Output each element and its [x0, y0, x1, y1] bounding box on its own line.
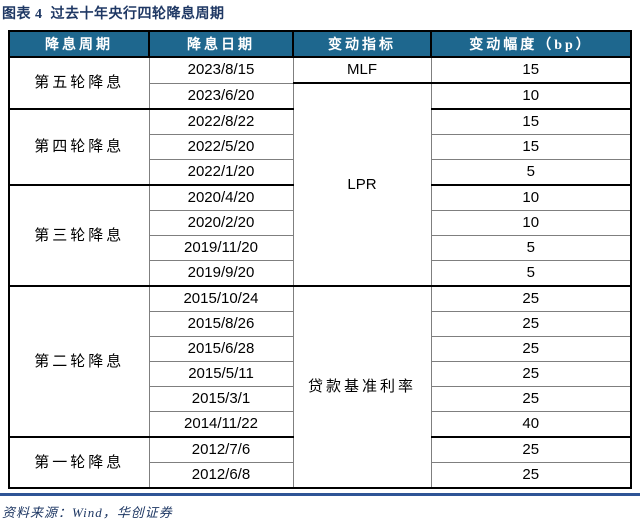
col-header-magnitude: 变动幅度（bp）: [430, 30, 632, 58]
date-cell: 2020/2/20: [148, 210, 294, 236]
date-cell: 2019/9/20: [148, 260, 294, 287]
date-cell: 2022/5/20: [148, 134, 294, 160]
cycle-cell: 第五轮降息: [8, 57, 150, 110]
section-divider: [0, 493, 640, 496]
bp-cell: 15: [430, 134, 632, 160]
table-row: 第二轮降息 2015/10/24 贷款基准利率 25: [8, 286, 632, 489]
date-cell: 2022/1/20: [148, 159, 294, 186]
table-row: 2015/6/28 25: [9, 336, 632, 362]
table-row: 2019/9/20 5: [9, 260, 632, 287]
table-row: 第三轮降息 2020/4/20 10: [8, 185, 632, 287]
bp-cell: 5: [430, 159, 632, 186]
table-row: 2019/11/20 5: [9, 235, 632, 261]
table-row: 2014/11/22 40: [9, 411, 632, 438]
cycle-cell: 第四轮降息: [8, 109, 150, 186]
bp-cell: 25: [430, 286, 632, 312]
date-cell: 2023/6/20: [148, 83, 294, 110]
col-header-date: 降息日期: [148, 30, 294, 58]
table-row: 2020/2/20 10: [9, 210, 632, 236]
date-cell: 2019/11/20: [148, 235, 294, 261]
bp-cell: 10: [430, 185, 632, 211]
indicator-cell: 贷款基准利率: [292, 286, 432, 489]
cycle-cell: 第二轮降息: [8, 286, 150, 438]
header-row: 降息周期 降息日期 变动指标 变动幅度（bp）: [8, 30, 632, 58]
table-row: 2023/6/20 LPR 10: [9, 83, 632, 287]
col-header-indicator: 变动指标: [292, 30, 432, 58]
cycle-cell: 第三轮降息: [8, 185, 150, 287]
table-row: 2022/1/20 5: [9, 159, 632, 186]
bp-cell: 5: [430, 235, 632, 261]
date-cell: 2015/3/1: [148, 386, 294, 412]
table-row: 第五轮降息 2023/8/15 MLF 15: [8, 57, 632, 110]
table-row: 2022/5/20 15: [9, 134, 632, 160]
table-row: 2015/8/26 25: [9, 311, 632, 337]
table-row: 2015/5/11 25: [9, 361, 632, 387]
bp-cell: 25: [430, 336, 632, 362]
indicator-cell: MLF: [292, 57, 432, 84]
bp-cell: 15: [430, 57, 632, 84]
bp-cell: 5: [430, 260, 632, 287]
bp-cell: 25: [430, 386, 632, 412]
table-row: 第一轮降息 2012/7/6 25: [8, 437, 632, 489]
table-body: 第五轮降息 2023/8/15 MLF 15 2023/6/20 LPR 10 第四轮降息 20…: [8, 57, 632, 489]
date-cell: 2015/6/28: [148, 336, 294, 362]
date-cell: 2012/6/8: [148, 462, 294, 489]
figure-title: 图表 4 过去十年央行四轮降息周期: [2, 7, 225, 22]
date-cell: 2015/5/11: [148, 361, 294, 387]
bp-cell: 40: [430, 411, 632, 438]
table-row: 第四轮降息 2022/8/22 15: [8, 109, 632, 186]
date-cell: 2014/11/22: [148, 411, 294, 438]
bp-cell: 25: [430, 462, 632, 489]
date-cell: 2020/4/20: [148, 185, 294, 211]
date-cell: 2015/8/26: [148, 311, 294, 337]
indicator-cell: LPR: [292, 83, 432, 287]
col-header-cycle: 降息周期: [8, 30, 150, 58]
table-row: 2015/3/1 25: [9, 386, 632, 412]
date-cell: 2012/7/6: [148, 437, 294, 463]
bp-cell: 10: [430, 210, 632, 236]
date-cell: 2023/8/15: [148, 57, 294, 84]
bp-cell: 25: [430, 437, 632, 463]
report-figure: 图表 4 过去十年央行四轮降息周期 降息周期 降息日期 变动指标 变动幅度（bp…: [0, 4, 640, 521]
cycle-cell: 第一轮降息: [8, 437, 150, 489]
bp-cell: 15: [430, 109, 632, 135]
date-cell: 2022/8/22: [148, 109, 294, 135]
source-note: 资料来源：Wind，华创证券: [2, 505, 173, 520]
rate-cut-table: 降息周期 降息日期 变动指标 变动幅度（bp） 第五轮降息 2023/8/15 ML…: [8, 30, 632, 489]
bp-cell: 10: [430, 83, 632, 110]
bp-cell: 25: [430, 361, 632, 387]
date-cell: 2015/10/24: [148, 286, 294, 312]
bp-cell: 25: [430, 311, 632, 337]
